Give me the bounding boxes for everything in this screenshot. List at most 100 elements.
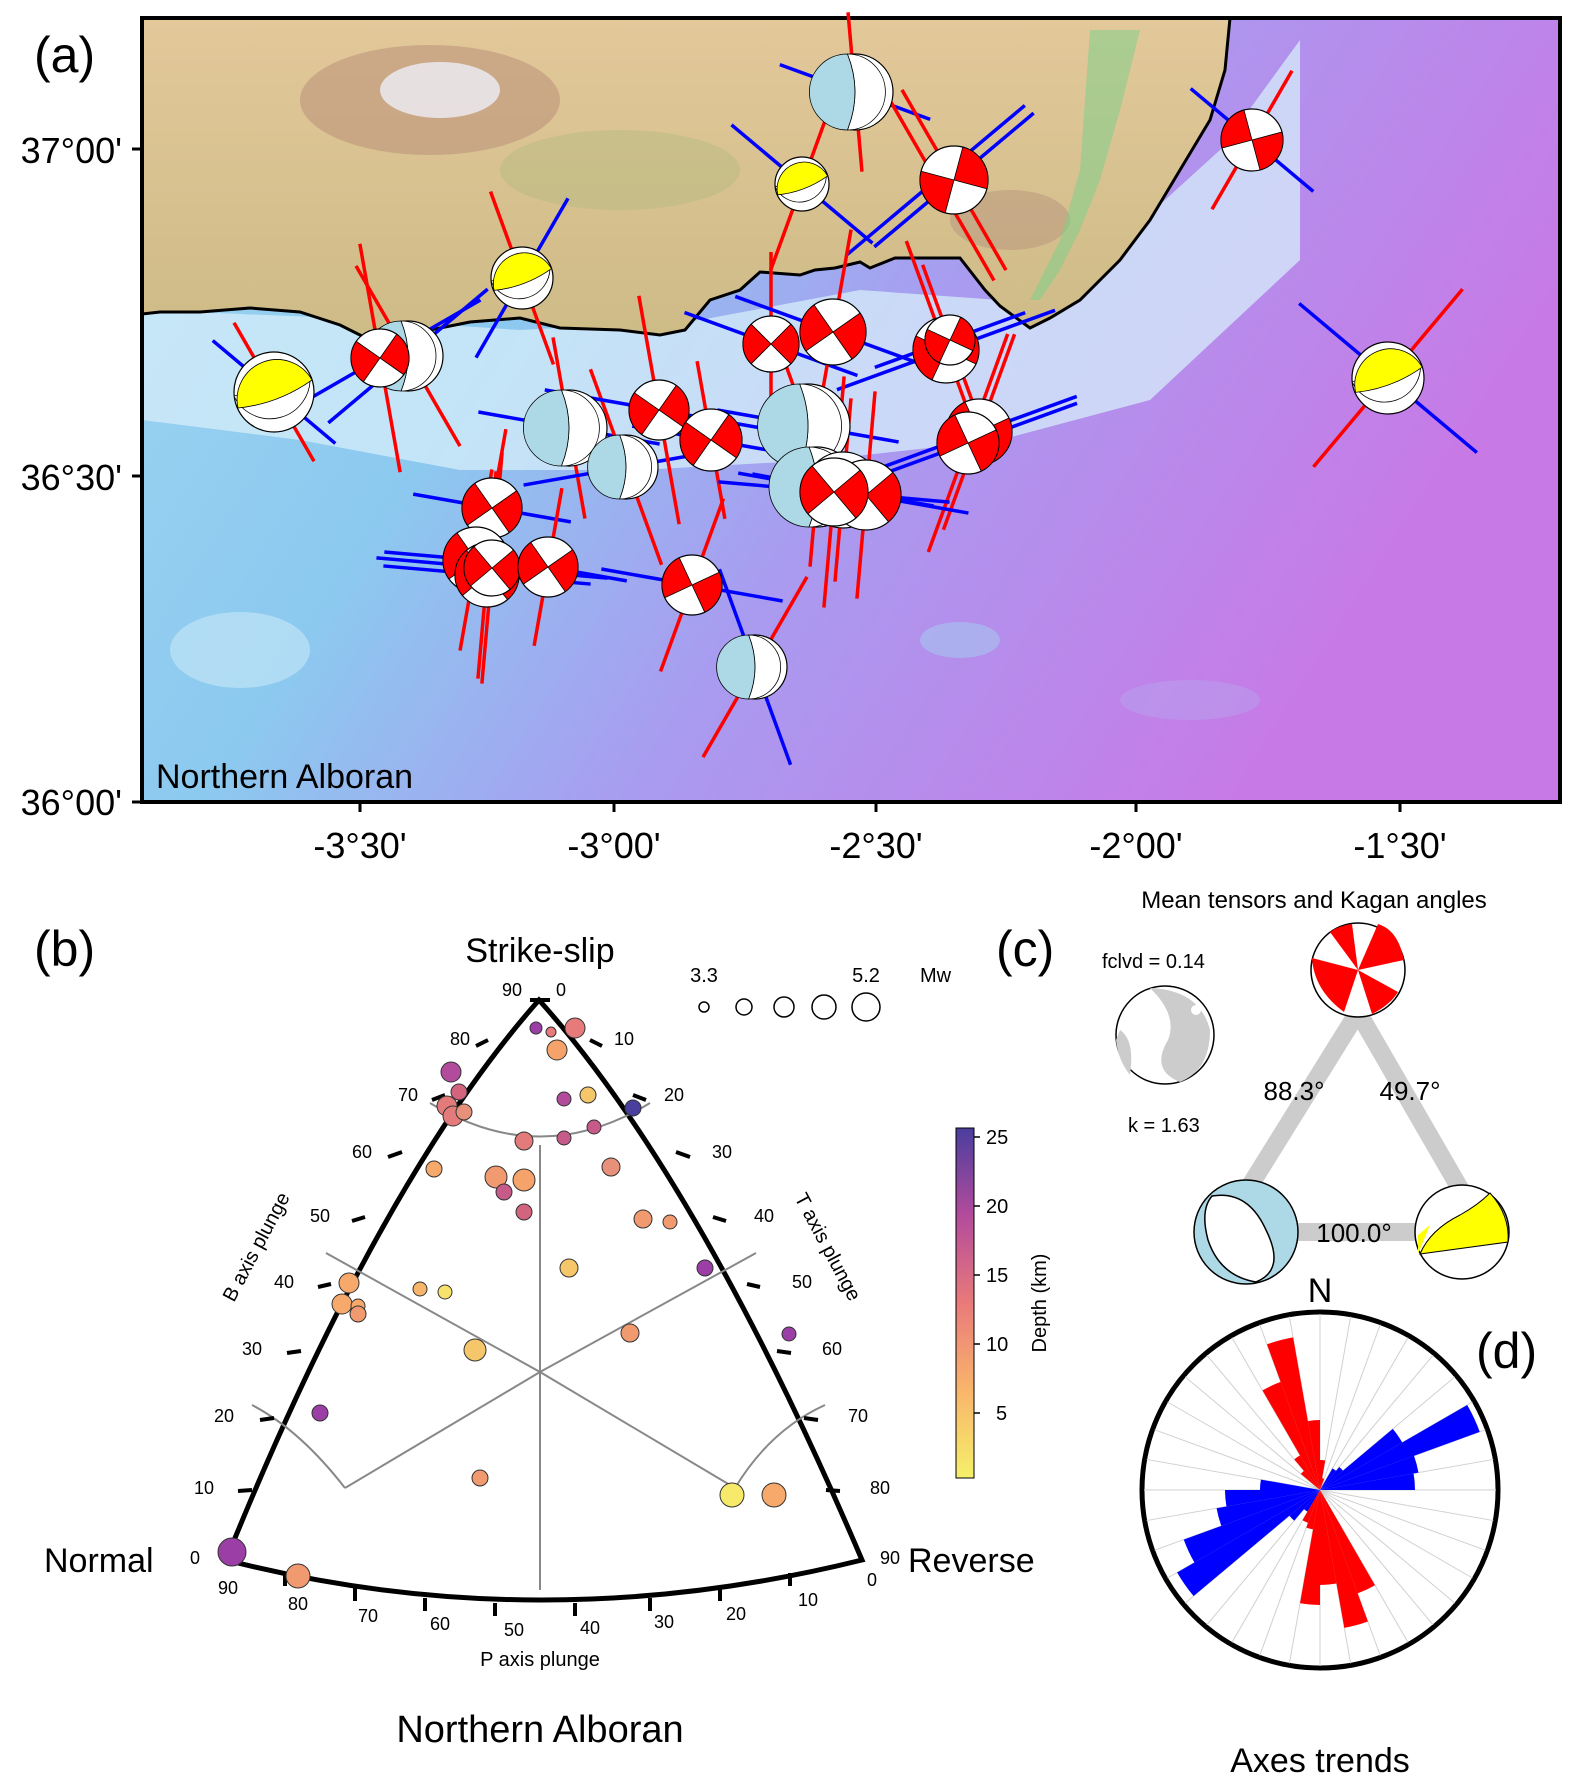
b-tick: 0	[190, 1548, 200, 1568]
ternary-point	[484, 1165, 508, 1189]
ternary-point	[620, 1323, 640, 1343]
b-tick: 70	[398, 1085, 418, 1105]
t-axis-trend-wedge	[1320, 1405, 1480, 1490]
p-axis-trend-wedge	[1262, 1381, 1320, 1490]
p-tick: 10	[798, 1590, 818, 1610]
ternary-point	[781, 1326, 797, 1342]
focal-mechanism	[587, 434, 659, 500]
ternary-point	[545, 1026, 557, 1038]
focal-mechanism	[490, 246, 554, 310]
size-legend-circle	[735, 998, 753, 1016]
compressional-area	[809, 53, 856, 131]
rose-spoke	[1319, 1489, 1456, 1604]
compressional-quadrant	[491, 490, 523, 534]
compressional-area	[493, 252, 552, 291]
compressional-quadrant	[1220, 109, 1253, 149]
rose-spoke	[1319, 1489, 1494, 1522]
focal-mechanism	[461, 477, 523, 539]
p-tick: 40	[580, 1618, 600, 1638]
kagan-blue-yellow: 100.0°	[1316, 1218, 1391, 1248]
compressional-quadrant	[865, 471, 902, 523]
compressional-area	[587, 434, 627, 500]
compressional-quadrant	[1251, 131, 1284, 171]
t-axis-trend-wedge	[1320, 1473, 1415, 1490]
hill-relief	[950, 190, 1070, 250]
p-axis-trend-wedge	[1320, 1490, 1375, 1594]
panel-c-title: Mean tensors and Kagan angles	[1141, 887, 1487, 914]
panel-c-label: (c)	[996, 921, 1054, 977]
focal-mechanism	[809, 53, 894, 131]
focal-mechanism	[742, 315, 800, 373]
t-tick: 80	[870, 1478, 890, 1498]
ternary-point	[564, 1017, 586, 1039]
rose-spoke	[1319, 1489, 1434, 1626]
b-tick: 50	[310, 1206, 330, 1226]
red-mean-tensor	[1310, 922, 1406, 1018]
panel-b-label: (b)	[34, 921, 95, 977]
compressional-quadrant	[517, 541, 549, 585]
p-tick: 80	[288, 1594, 308, 1614]
focal-mechanism	[757, 383, 851, 469]
focal-mechanism	[799, 298, 867, 366]
mountain-peak	[380, 62, 500, 118]
fclvd-value: fclvd = 0.14	[1102, 951, 1205, 973]
focal-mechanism	[517, 536, 579, 598]
focal-mechanism	[350, 328, 410, 388]
compressional-area	[716, 634, 756, 700]
compressional-quadrant	[949, 316, 976, 352]
focal-mechanism	[463, 539, 521, 597]
b-tick: 10	[194, 1478, 214, 1498]
compressional-quadrant	[442, 532, 477, 580]
focal-mechanism	[523, 389, 608, 467]
ternary-point	[624, 1099, 642, 1117]
focal-mechanism	[919, 145, 989, 215]
seamount-relief	[920, 622, 1000, 658]
p-axis-trend-wedge	[1307, 1420, 1320, 1490]
p-axis-trend-wedge	[1320, 1460, 1326, 1490]
t-tick: 60	[822, 1339, 842, 1359]
ternary-point	[311, 1404, 329, 1422]
compressional-quadrant	[919, 170, 955, 214]
hill-relief	[500, 130, 740, 210]
lon-tick-label: -1°30'	[1353, 825, 1446, 866]
focal-mechanism	[924, 314, 976, 366]
rose-spoke	[1146, 1458, 1321, 1491]
lat-tick-label: 36°30'	[21, 457, 122, 498]
p-axis-trend-wedge	[1294, 1455, 1320, 1490]
compressional-quadrant	[661, 557, 693, 599]
t-tick: 50	[792, 1272, 812, 1292]
ternary-point	[440, 1061, 462, 1083]
rose-north-label: N	[1308, 1272, 1333, 1310]
colorbar-ramp	[955, 1127, 975, 1479]
longitude-axis: -3°30' -3°00' -2°30' -2°00' -1°30'	[313, 802, 1447, 866]
ternary-point	[761, 1482, 787, 1508]
t-axis-trend-wedge	[1289, 1490, 1320, 1521]
kagan-triangle	[1238, 1007, 1470, 1241]
compressional-quadrant	[691, 571, 723, 613]
t-tick: 0	[556, 980, 566, 1000]
p-tick: 20	[726, 1604, 746, 1624]
rose-spoke	[1154, 1429, 1321, 1491]
b-tick: 60	[352, 1142, 372, 1162]
compressional-quadrant	[799, 465, 835, 515]
colorbar-tick: 15	[986, 1265, 1008, 1287]
p-axis-trend-wedge	[1266, 1337, 1320, 1490]
panel-b-ternary: (b) Strike-slip Normal Reverse 90 80 70 …	[34, 921, 1051, 1751]
ternary-point	[586, 1119, 602, 1135]
compressional-area	[523, 389, 570, 467]
ternary-point	[556, 1130, 572, 1146]
rose-spoke	[1319, 1354, 1434, 1491]
t-tick: 10	[614, 1029, 634, 1049]
p-axis-trends	[1262, 1337, 1375, 1628]
compressional-quadrant	[547, 549, 579, 593]
focal-mechanism	[1351, 341, 1425, 415]
focal-mechanism	[679, 408, 743, 472]
focal-mechanism	[661, 554, 723, 616]
t-axis-trend-wedge	[1320, 1468, 1337, 1490]
lon-tick-label: -3°30'	[313, 825, 406, 866]
compressional-quadrant	[924, 328, 951, 364]
compressional-quadrant	[461, 482, 493, 526]
ternary-point	[601, 1157, 621, 1177]
compressional-quadrant	[463, 545, 493, 587]
